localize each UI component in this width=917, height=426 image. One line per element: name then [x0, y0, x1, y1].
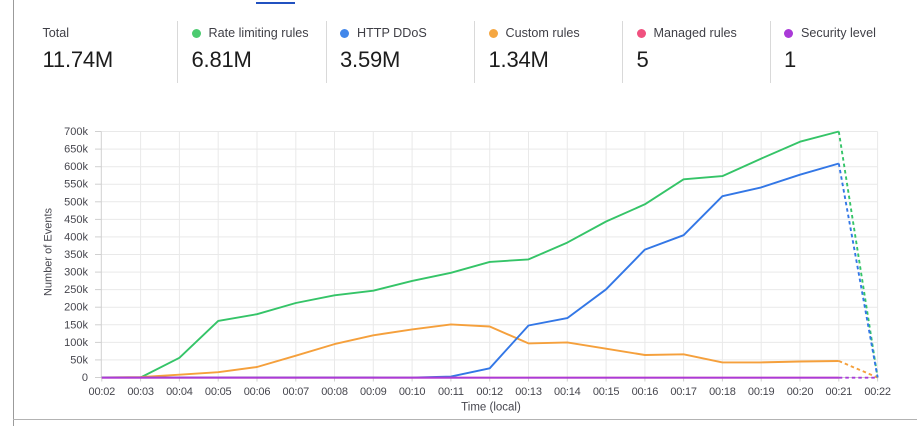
- svg-text:0: 0: [82, 372, 88, 384]
- svg-text:Number of Events: Number of Events: [43, 207, 55, 296]
- svg-text:550k: 550k: [64, 179, 88, 191]
- svg-text:00:05: 00:05: [205, 386, 232, 398]
- svg-text:00:12: 00:12: [476, 386, 503, 398]
- svg-text:00:11: 00:11: [438, 386, 464, 398]
- svg-text:700k: 700k: [64, 126, 88, 138]
- svg-text:600k: 600k: [64, 161, 88, 173]
- svg-text:00:16: 00:16: [632, 386, 659, 398]
- svg-text:00:10: 00:10: [399, 386, 426, 398]
- svg-text:50k: 50k: [70, 354, 88, 366]
- svg-text:00:20: 00:20: [787, 386, 814, 398]
- svg-text:100k: 100k: [64, 337, 88, 349]
- svg-text:500k: 500k: [64, 196, 88, 208]
- svg-text:00:09: 00:09: [360, 386, 387, 398]
- svg-text:300k: 300k: [64, 267, 88, 279]
- svg-text:00:07: 00:07: [283, 386, 310, 398]
- svg-text:350k: 350k: [64, 249, 88, 261]
- svg-text:00:14: 00:14: [554, 386, 581, 398]
- svg-text:00:04: 00:04: [166, 386, 193, 398]
- svg-text:00:13: 00:13: [515, 386, 542, 398]
- svg-text:00:03: 00:03: [127, 386, 154, 398]
- svg-text:400k: 400k: [64, 231, 88, 243]
- svg-text:00:15: 00:15: [593, 386, 620, 398]
- svg-text:00:22: 00:22: [864, 386, 891, 398]
- svg-text:00:02: 00:02: [89, 386, 116, 398]
- svg-text:200k: 200k: [64, 302, 88, 314]
- svg-text:00:19: 00:19: [748, 386, 775, 398]
- svg-text:00:06: 00:06: [244, 386, 271, 398]
- svg-text:00:17: 00:17: [670, 386, 697, 398]
- svg-text:250k: 250k: [64, 284, 88, 296]
- svg-text:450k: 450k: [64, 214, 88, 226]
- svg-text:Time (local): Time (local): [461, 401, 521, 413]
- svg-text:00:18: 00:18: [709, 386, 736, 398]
- svg-text:00:21: 00:21: [826, 386, 853, 398]
- svg-text:650k: 650k: [64, 144, 88, 156]
- svg-text:150k: 150k: [64, 319, 88, 331]
- svg-text:00:08: 00:08: [321, 386, 348, 398]
